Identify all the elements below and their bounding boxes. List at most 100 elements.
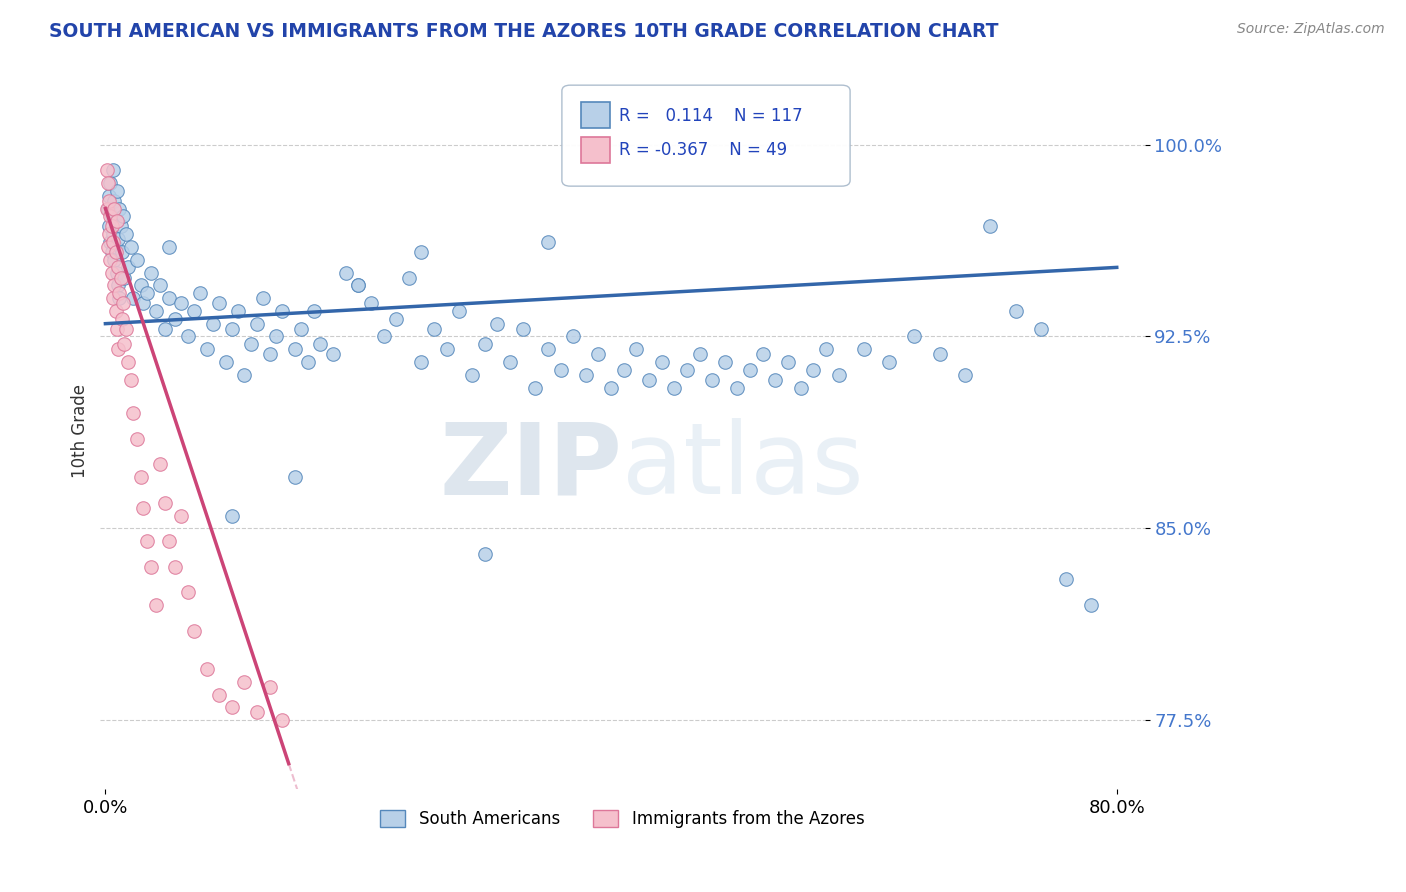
Point	[423, 322, 446, 336]
Point	[221, 508, 243, 523]
Point	[117, 260, 139, 275]
Point	[120, 240, 142, 254]
Point	[246, 317, 269, 331]
Point	[201, 317, 224, 331]
Point	[537, 235, 560, 249]
Point	[461, 368, 484, 382]
Point	[411, 245, 433, 260]
Point	[112, 296, 135, 310]
Point	[474, 547, 496, 561]
Point	[233, 674, 256, 689]
Point	[436, 343, 458, 357]
Point	[638, 373, 661, 387]
Point	[100, 235, 122, 249]
Legend: South Americans, Immigrants from the Azores: South Americans, Immigrants from the Azo…	[374, 803, 872, 835]
Point	[110, 219, 132, 234]
Point	[575, 368, 598, 382]
Point	[524, 381, 547, 395]
Point	[347, 278, 370, 293]
FancyBboxPatch shape	[562, 85, 851, 186]
Point	[103, 194, 125, 208]
Point	[100, 209, 122, 223]
Point	[96, 202, 118, 216]
Point	[110, 270, 132, 285]
Point	[97, 202, 120, 216]
Point	[107, 260, 129, 275]
Y-axis label: 10th Grade: 10th Grade	[72, 384, 89, 478]
Point	[903, 329, 925, 343]
Point	[105, 322, 128, 336]
Point	[226, 304, 249, 318]
Point	[776, 355, 799, 369]
Point	[183, 304, 205, 318]
Point	[107, 278, 129, 293]
Text: SOUTH AMERICAN VS IMMIGRANTS FROM THE AZORES 10TH GRADE CORRELATION CHART: SOUTH AMERICAN VS IMMIGRANTS FROM THE AZ…	[49, 22, 998, 41]
Point	[107, 343, 129, 357]
Point	[928, 347, 950, 361]
Point	[101, 235, 124, 249]
Point	[104, 240, 127, 254]
Point	[101, 163, 124, 178]
Point	[153, 322, 176, 336]
Point	[221, 322, 243, 336]
Point	[714, 355, 737, 369]
Point	[105, 265, 128, 279]
FancyBboxPatch shape	[581, 103, 610, 128]
Point	[163, 559, 186, 574]
Point	[122, 406, 145, 420]
Point	[259, 680, 281, 694]
Point	[108, 202, 131, 216]
Point	[208, 688, 231, 702]
Point	[373, 329, 395, 343]
Point	[398, 270, 420, 285]
Point	[474, 337, 496, 351]
Point	[112, 209, 135, 223]
Point	[149, 278, 172, 293]
Point	[98, 227, 121, 241]
Point	[112, 270, 135, 285]
Point	[322, 347, 344, 361]
Point	[252, 291, 274, 305]
Point	[789, 381, 811, 395]
Point	[111, 245, 134, 260]
Point	[264, 329, 287, 343]
Point	[176, 329, 198, 343]
Point	[101, 291, 124, 305]
Point	[105, 214, 128, 228]
Point	[626, 343, 648, 357]
Point	[676, 362, 699, 376]
Point	[765, 373, 787, 387]
Point	[562, 329, 585, 343]
Text: R =   0.114    N = 117: R = 0.114 N = 117	[619, 107, 803, 125]
Point	[100, 209, 122, 223]
Point	[129, 278, 152, 293]
Point	[801, 362, 824, 376]
Point	[727, 381, 749, 395]
Point	[239, 337, 262, 351]
Point	[120, 373, 142, 387]
Point	[740, 362, 762, 376]
Point	[1054, 573, 1077, 587]
Point	[613, 362, 636, 376]
Point	[125, 252, 148, 267]
Point	[486, 317, 509, 331]
Point	[195, 662, 218, 676]
Point	[195, 343, 218, 357]
Point	[96, 163, 118, 178]
Point	[97, 240, 120, 254]
Point	[1029, 322, 1052, 336]
Point	[588, 347, 610, 361]
Point	[852, 343, 875, 357]
Point	[499, 355, 522, 369]
Point	[157, 534, 180, 549]
Point	[103, 202, 125, 216]
Point	[170, 296, 193, 310]
Point	[302, 304, 325, 318]
Point	[335, 265, 357, 279]
Point	[360, 296, 382, 310]
Point	[953, 368, 976, 382]
Point	[827, 368, 849, 382]
Point	[103, 252, 125, 267]
Point	[145, 304, 167, 318]
Point	[309, 337, 332, 351]
